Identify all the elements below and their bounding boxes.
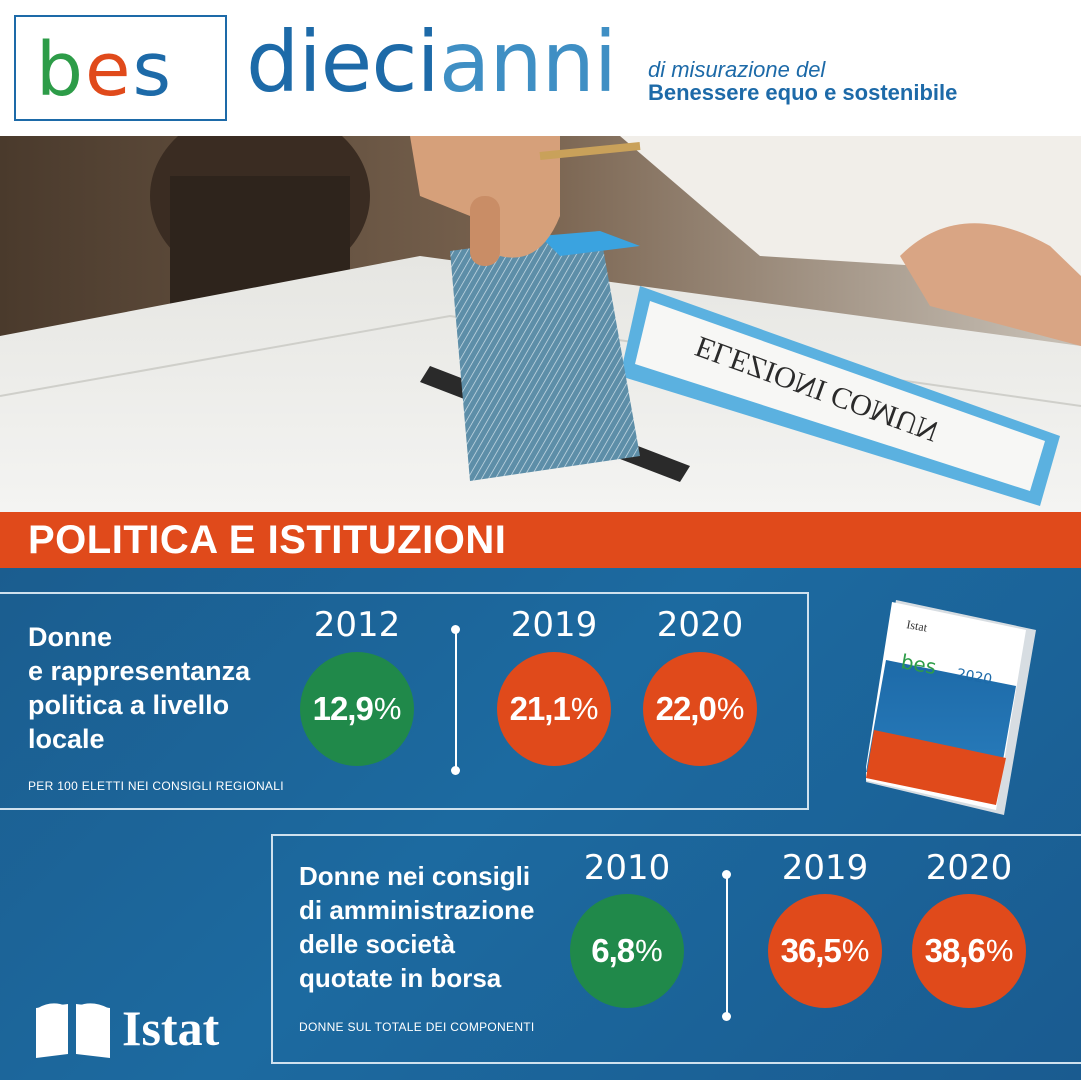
indicator1-value: 12,9	[312, 690, 374, 727]
timeline-dot	[451, 766, 460, 775]
indicator2-value-circle: 38,6%	[912, 894, 1026, 1008]
istat-book-icon	[36, 1003, 110, 1058]
ballot-photo: ELEZIONI COMUN	[0, 136, 1081, 512]
indicator2-value: 36,5	[780, 932, 842, 969]
report-cover-illustration: Istat bes 2020	[864, 600, 1036, 815]
indicator2-year: 2020	[925, 848, 1013, 888]
indicator1-value-circle: 22,0%	[643, 652, 757, 766]
indicator2-title-line: Donne nei consigli	[299, 861, 531, 891]
indicator1-value-circle: 21,1%	[497, 652, 611, 766]
indicator2-title-line: delle società	[299, 929, 456, 959]
indicator1-value: 21,1	[509, 690, 571, 727]
percent-sign: %	[373, 691, 402, 726]
indicator1-title-line: e rappresentanza	[28, 656, 251, 686]
indicator2-year: 2019	[781, 848, 869, 888]
indicator2-title-line: di amministrazione	[299, 895, 535, 925]
indicator2-panel	[271, 834, 1081, 1064]
indicator1-note: PER 100 ELETTI NEI CONSIGLI REGIONALI	[28, 779, 284, 793]
subtitle-line1: di misurazione del	[648, 57, 826, 82]
percent-sign: %	[570, 691, 599, 726]
report-publisher: Istat	[905, 617, 928, 634]
indicator1-panel	[0, 592, 809, 810]
istat-logo: Istat	[34, 1000, 234, 1060]
percent-sign: %	[985, 933, 1014, 968]
bes-logo: bes	[36, 27, 174, 113]
indicator1-year: 2019	[510, 605, 598, 645]
timeline-dot	[451, 625, 460, 634]
dieci-text: dieci	[246, 13, 440, 111]
section-banner: POLITICA E ISTITUZIONI	[0, 512, 1081, 568]
indicator1-value: 22,0	[655, 690, 717, 727]
timeline-divider	[726, 875, 728, 1015]
indicator1-value-circle: 12,9%	[300, 652, 414, 766]
indicator1-title-line: Donne	[28, 622, 112, 652]
ballot-photo-illustration: ELEZIONI COMUN	[0, 136, 1081, 512]
indicator2-value-circle: 6,8%	[570, 894, 684, 1008]
report-cover: Istat bes 2020	[864, 600, 1036, 820]
istat-logo-text: Istat	[122, 1000, 220, 1056]
header: bes diecianni di misurazione del Benesse…	[0, 0, 1081, 136]
timeline-dot	[722, 1012, 731, 1021]
indicator1-title-line: politica a livello	[28, 690, 230, 720]
indicator2-value: 38,6	[924, 932, 986, 969]
anni-text: anni	[438, 13, 617, 111]
percent-sign: %	[635, 933, 663, 968]
timeline-dot	[722, 870, 731, 879]
subtitle-line2: Benessere equo e sostenibile	[648, 80, 958, 105]
timeline-divider	[455, 630, 457, 770]
indicator1-year: 2012	[313, 605, 401, 645]
indicator2-note: DONNE SUL TOTALE DEI COMPONENTI	[299, 1020, 535, 1034]
indicator1-title: Donne e rappresentanza politica a livell…	[28, 620, 250, 756]
percent-sign: %	[716, 691, 745, 726]
indicator2-year: 2010	[583, 848, 671, 888]
indicator2-value-circle: 36,5%	[768, 894, 882, 1008]
report-year: 2020	[955, 666, 993, 688]
bes-logo-box: bes	[14, 15, 227, 121]
indicator2-title: Donne nei consigli di amministrazione de…	[299, 859, 535, 995]
percent-sign: %	[841, 933, 870, 968]
indicator2-title-line: quotate in borsa	[299, 963, 502, 993]
dieci-anni-title: diecianni	[246, 12, 617, 112]
section-title: POLITICA E ISTITUZIONI	[28, 518, 507, 562]
indicator1-title-line: locale	[28, 724, 105, 754]
indicator2-value: 6,8	[591, 932, 635, 969]
indicator1-year: 2020	[656, 605, 744, 645]
